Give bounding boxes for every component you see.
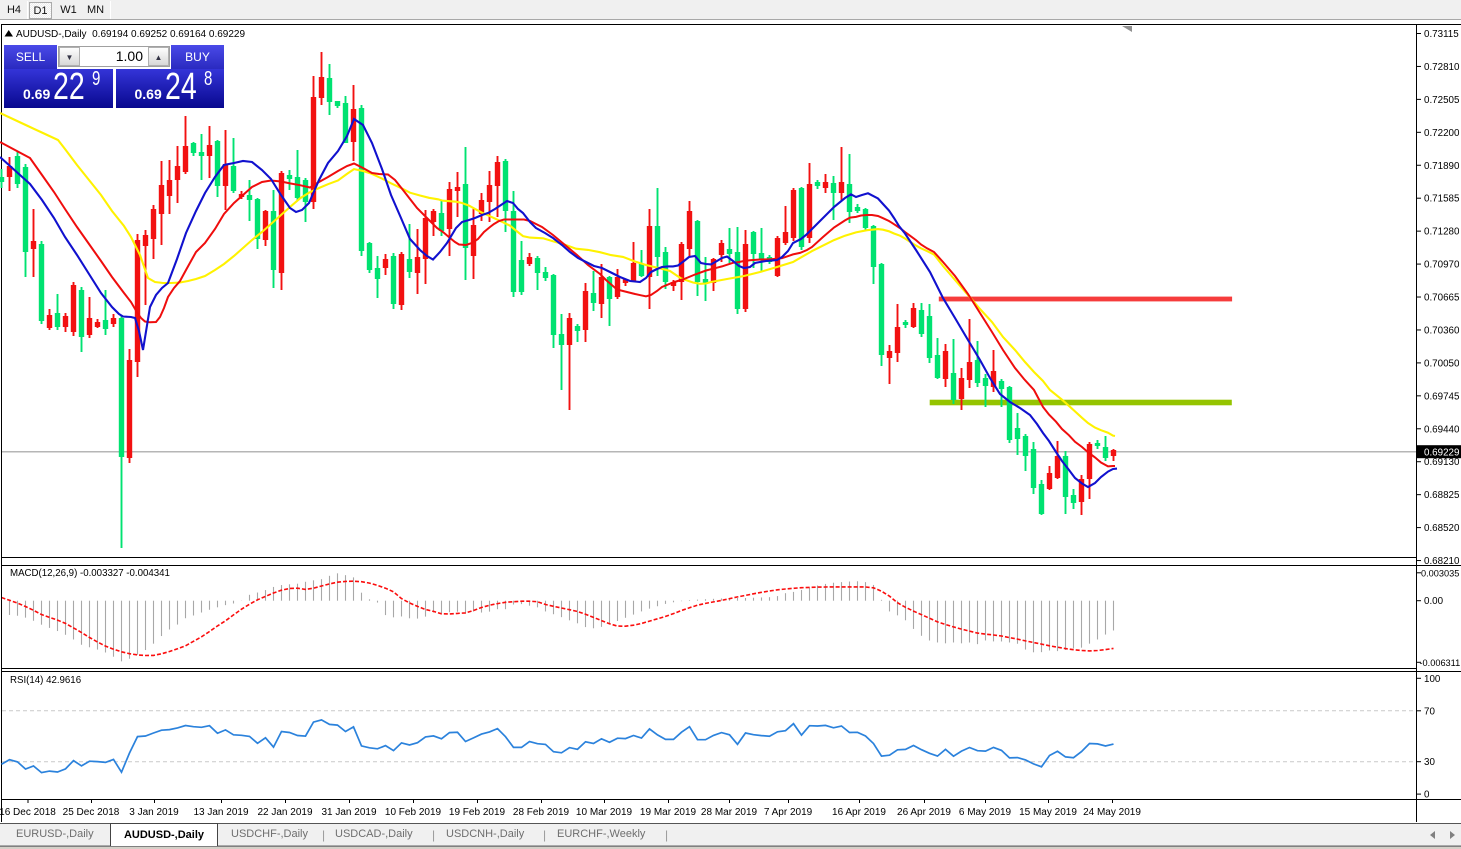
svg-text:28 Feb 2019: 28 Feb 2019	[513, 807, 570, 818]
svg-text:16 Dec 2018: 16 Dec 2018	[0, 807, 56, 818]
svg-text:0.69745: 0.69745	[1424, 391, 1460, 402]
svg-text:0.70665: 0.70665	[1424, 293, 1460, 304]
svg-text:16 Apr 2019: 16 Apr 2019	[832, 807, 886, 818]
svg-text:0: 0	[1424, 790, 1430, 801]
svg-text:0.72810: 0.72810	[1424, 62, 1460, 73]
svg-text:25 Dec 2018: 25 Dec 2018	[63, 807, 120, 818]
svg-text:0.00: 0.00	[1424, 596, 1444, 607]
svg-text:0.68210: 0.68210	[1424, 556, 1460, 567]
svg-text:0.70050: 0.70050	[1424, 358, 1460, 369]
svg-text:0.69229: 0.69229	[1424, 447, 1459, 458]
svg-text:22 Jan 2019: 22 Jan 2019	[257, 807, 312, 818]
svg-text:0.003035: 0.003035	[1421, 568, 1459, 578]
svg-text:0.73115: 0.73115	[1424, 29, 1459, 40]
svg-text:28 Mar 2019: 28 Mar 2019	[701, 807, 758, 818]
svg-text:13 Jan 2019: 13 Jan 2019	[193, 807, 248, 818]
svg-text:0.68520: 0.68520	[1424, 523, 1460, 534]
svg-text:0.69440: 0.69440	[1424, 424, 1460, 435]
svg-text:7 Apr 2019: 7 Apr 2019	[764, 807, 813, 818]
svg-text:0.72200: 0.72200	[1424, 128, 1460, 139]
svg-text:0.71585: 0.71585	[1424, 194, 1460, 205]
svg-text:0.71280: 0.71280	[1424, 227, 1460, 238]
svg-text:26 Apr 2019: 26 Apr 2019	[897, 807, 951, 818]
svg-text:0.71890: 0.71890	[1424, 161, 1460, 172]
svg-text:3 Jan 2019: 3 Jan 2019	[129, 807, 179, 818]
svg-text:0.70360: 0.70360	[1424, 325, 1460, 336]
svg-text:70: 70	[1424, 706, 1435, 717]
svg-text:6 May 2019: 6 May 2019	[959, 807, 1012, 818]
svg-text:0.72505: 0.72505	[1424, 95, 1460, 106]
svg-text:31 Jan 2019: 31 Jan 2019	[321, 807, 376, 818]
svg-text:0.70970: 0.70970	[1424, 260, 1460, 271]
svg-text:0.68825: 0.68825	[1424, 490, 1460, 501]
svg-text:10 Feb 2019: 10 Feb 2019	[385, 807, 442, 818]
svg-text:19 Mar 2019: 19 Mar 2019	[640, 807, 697, 818]
svg-text:15 May 2019: 15 May 2019	[1019, 807, 1077, 818]
svg-text:0.69130: 0.69130	[1424, 457, 1460, 468]
svg-text:-0.006311: -0.006311	[1420, 658, 1461, 668]
svg-text:10 Mar 2019: 10 Mar 2019	[576, 807, 633, 818]
svg-text:24 May 2019: 24 May 2019	[1083, 807, 1141, 818]
svg-text:100: 100	[1424, 674, 1441, 685]
svg-text:30: 30	[1424, 757, 1435, 768]
svg-text:19 Feb 2019: 19 Feb 2019	[449, 807, 506, 818]
